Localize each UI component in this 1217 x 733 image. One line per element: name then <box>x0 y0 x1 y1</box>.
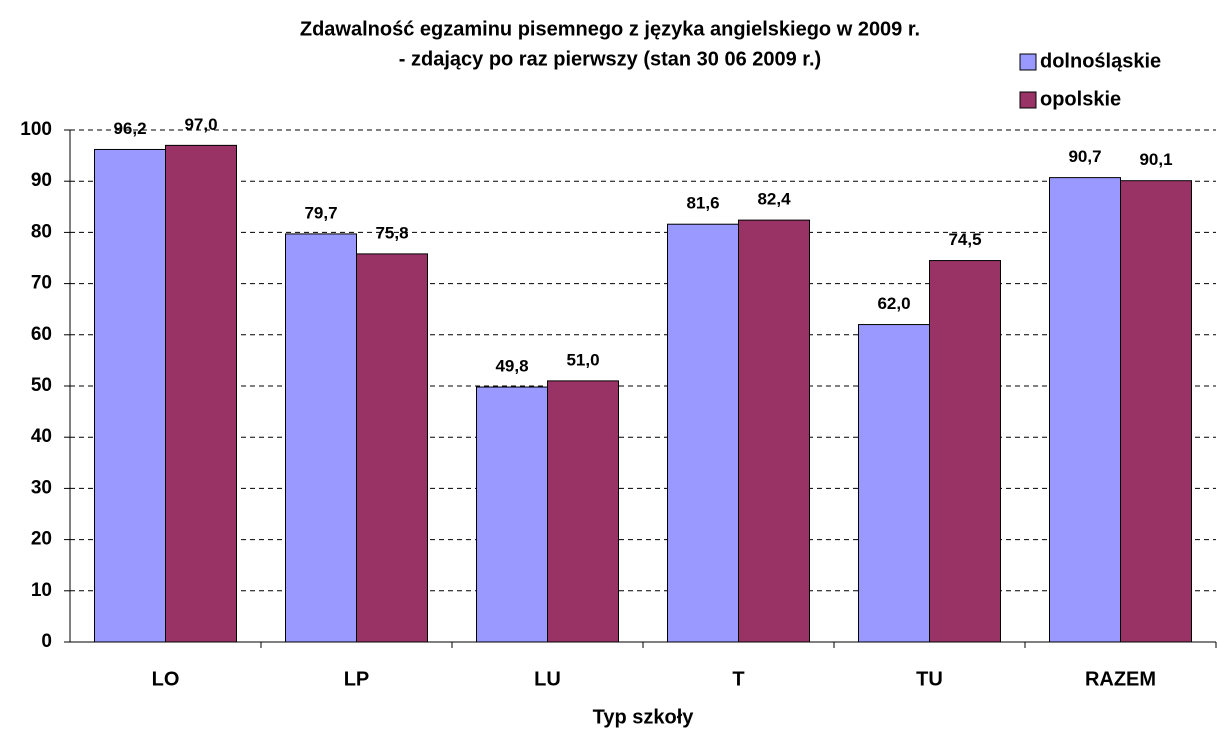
x-tick-label: RAZEM <box>1085 668 1156 690</box>
bar <box>356 253 428 643</box>
bar <box>1049 177 1121 643</box>
value-label: 90,7 <box>1068 147 1101 166</box>
y-tick-label: 50 <box>31 375 52 396</box>
y-tick-label: 10 <box>31 580 52 601</box>
x-tick-label: TU <box>916 668 943 690</box>
bar <box>858 324 930 643</box>
value-label: 90,1 <box>1139 150 1172 169</box>
y-tick-label: 100 <box>20 119 52 140</box>
value-label: 75,8 <box>375 223 408 242</box>
bar <box>476 386 548 643</box>
legend-swatch <box>1019 91 1037 109</box>
legend-swatch <box>1019 53 1037 71</box>
x-tick-label: LO <box>152 668 180 690</box>
bar <box>94 148 166 643</box>
y-tick-label: 0 <box>41 631 52 652</box>
legend-label: dolnośląskie <box>1040 50 1161 72</box>
y-tick-label: 90 <box>31 170 52 191</box>
y-tick-label: 60 <box>31 324 52 345</box>
y-tick-label: 40 <box>31 426 52 447</box>
value-label: 49,8 <box>495 357 528 376</box>
y-tick-label: 70 <box>31 273 52 294</box>
bar <box>165 144 237 643</box>
bar <box>547 380 619 643</box>
chart-subtitle: - zdający po raz pierwszy (stan 30 06 20… <box>399 48 821 70</box>
x-tick-label: T <box>732 668 744 690</box>
value-label: 81,6 <box>686 194 719 213</box>
bar <box>738 219 810 643</box>
value-label: 82,4 <box>757 190 791 209</box>
y-tick-label: 30 <box>31 477 52 498</box>
value-label: 79,7 <box>304 203 337 222</box>
legend-label: opolskie <box>1040 88 1121 110</box>
value-label: 97,0 <box>184 115 217 134</box>
x-tick-label: LU <box>534 668 561 690</box>
value-label: 74,5 <box>948 230 981 249</box>
y-tick-label: 80 <box>31 221 52 242</box>
bar <box>929 260 1001 643</box>
bar <box>285 233 357 643</box>
bar <box>1120 180 1192 643</box>
value-label: 96,2 <box>113 119 146 138</box>
x-axis-label: Typ szkoły <box>593 706 695 728</box>
chart-title: Zdawalność egzaminu pisemnego z języka a… <box>300 18 920 40</box>
y-tick-label: 20 <box>31 529 52 550</box>
bar <box>667 223 739 643</box>
x-tick-label: LP <box>344 668 370 690</box>
value-label: 62,0 <box>877 294 910 313</box>
value-label: 51,0 <box>566 350 599 369</box>
